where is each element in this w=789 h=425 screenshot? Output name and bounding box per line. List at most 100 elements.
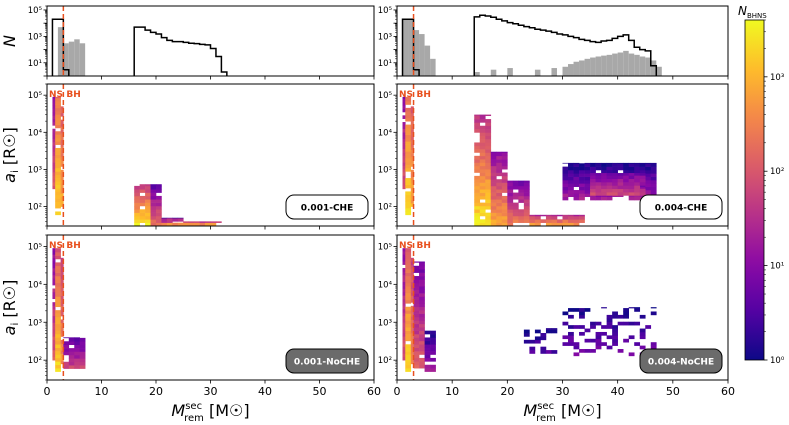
heat-cell (419, 269, 425, 273)
heat-cell (501, 175, 508, 180)
y-tick-label: 10⁵ (378, 6, 392, 16)
heat-cell (52, 353, 56, 358)
heat-cell (485, 155, 492, 160)
heat-cell (606, 314, 613, 319)
heat-cell (551, 215, 558, 220)
heat-cell (60, 193, 64, 197)
heat-cell (595, 175, 602, 179)
heat-cell (60, 302, 64, 307)
heat-cell (405, 265, 412, 270)
heat-cell (419, 351, 425, 355)
heat-cell (55, 262, 61, 267)
heat-cell (507, 199, 514, 203)
heat-cell (612, 325, 618, 329)
heat-cell (430, 357, 436, 362)
heat-cell (68, 361, 75, 366)
heat-cell (474, 202, 481, 207)
heat-cell (55, 351, 61, 355)
y-tick-label: 10¹ (28, 59, 42, 69)
y-tick-label: 10⁴ (28, 280, 43, 290)
heat-cell (402, 271, 406, 276)
heat-cell (60, 278, 64, 283)
heat-cell (55, 161, 61, 165)
heat-cell (534, 222, 541, 226)
heat-cell (485, 162, 492, 167)
heat-cell (590, 169, 596, 174)
panel-label: 0.004-NoCHE (648, 358, 714, 368)
heat-cell (568, 173, 574, 177)
heat-cell (52, 138, 56, 143)
heat-cell (145, 222, 151, 226)
heat-cell (601, 307, 607, 309)
heat-cell (617, 314, 624, 319)
heat-cell (551, 214, 558, 217)
heat-cell (63, 348, 70, 352)
heat-cell (479, 185, 486, 190)
heat-cell (139, 212, 146, 217)
heat-cell (634, 321, 641, 326)
heat-cell (474, 165, 481, 170)
hist-bar-filled (534, 69, 541, 76)
heat-cell (52, 315, 56, 320)
heat-cell (645, 169, 652, 174)
heat-cell (601, 182, 607, 186)
heat-cell (139, 202, 146, 207)
heat-cell (405, 344, 412, 348)
heat-cell (410, 299, 414, 303)
heat-cell (52, 288, 56, 293)
heat-cell (430, 368, 436, 372)
heat-cell (410, 139, 414, 144)
heat-cell (402, 125, 406, 130)
heat-cell (623, 175, 629, 179)
heat-cell (55, 272, 61, 277)
heat-cell (405, 296, 412, 301)
panel-label-box (285, 194, 369, 220)
heat-cell (139, 189, 146, 193)
heat-cell (79, 337, 86, 342)
heat-cell (55, 188, 61, 192)
panel-label: 0.001-NoCHE (294, 358, 360, 368)
panel-heat-0.001-CHE: NS BH 0.001-CHE 10² 10³ 10⁴ 10⁵ ai [R☉] (0, 83, 375, 230)
hist-bar-filled (595, 56, 602, 76)
heat-cell (410, 319, 414, 324)
hist-step-line (51, 18, 70, 76)
heat-cell (63, 341, 70, 345)
axes-frame (396, 5, 729, 77)
heat-cell (60, 353, 64, 358)
heat-cell (74, 351, 80, 356)
heat-cell (529, 214, 536, 217)
heat-cell (134, 215, 140, 220)
heat-cell (188, 221, 195, 223)
heat-cell (523, 195, 530, 200)
heat-cell (529, 215, 536, 220)
heat-cell (55, 201, 61, 206)
heat-cell (52, 336, 56, 340)
heat-cell (413, 279, 420, 284)
heat-cell (405, 347, 412, 352)
heat-cell (413, 265, 420, 270)
heat-cell (639, 328, 646, 333)
hist-step-line (133, 26, 228, 76)
heat-cell (402, 281, 406, 286)
heat-cell (474, 189, 481, 193)
heat-cell (590, 185, 596, 190)
heat-cell (156, 202, 162, 207)
heat-cell (402, 135, 406, 140)
heat-cell (595, 335, 602, 340)
heat-cell (402, 285, 406, 289)
heat-cell (551, 328, 558, 330)
heat-cell (496, 185, 503, 190)
heat-cell (419, 310, 425, 314)
heat-cell (628, 178, 635, 183)
heat-cell (60, 258, 64, 262)
hist-bar-filled (63, 43, 69, 76)
heat-cell (579, 214, 585, 217)
heat-cell (507, 212, 514, 217)
heat-cell (156, 209, 162, 213)
heat-cell (568, 215, 574, 220)
heat-cell (523, 199, 530, 203)
hist-bar-filled (551, 68, 557, 76)
x-axis-label: Msec rem [M☉] (523, 401, 601, 424)
heat-cell (612, 192, 618, 196)
heat-cell (501, 215, 508, 220)
